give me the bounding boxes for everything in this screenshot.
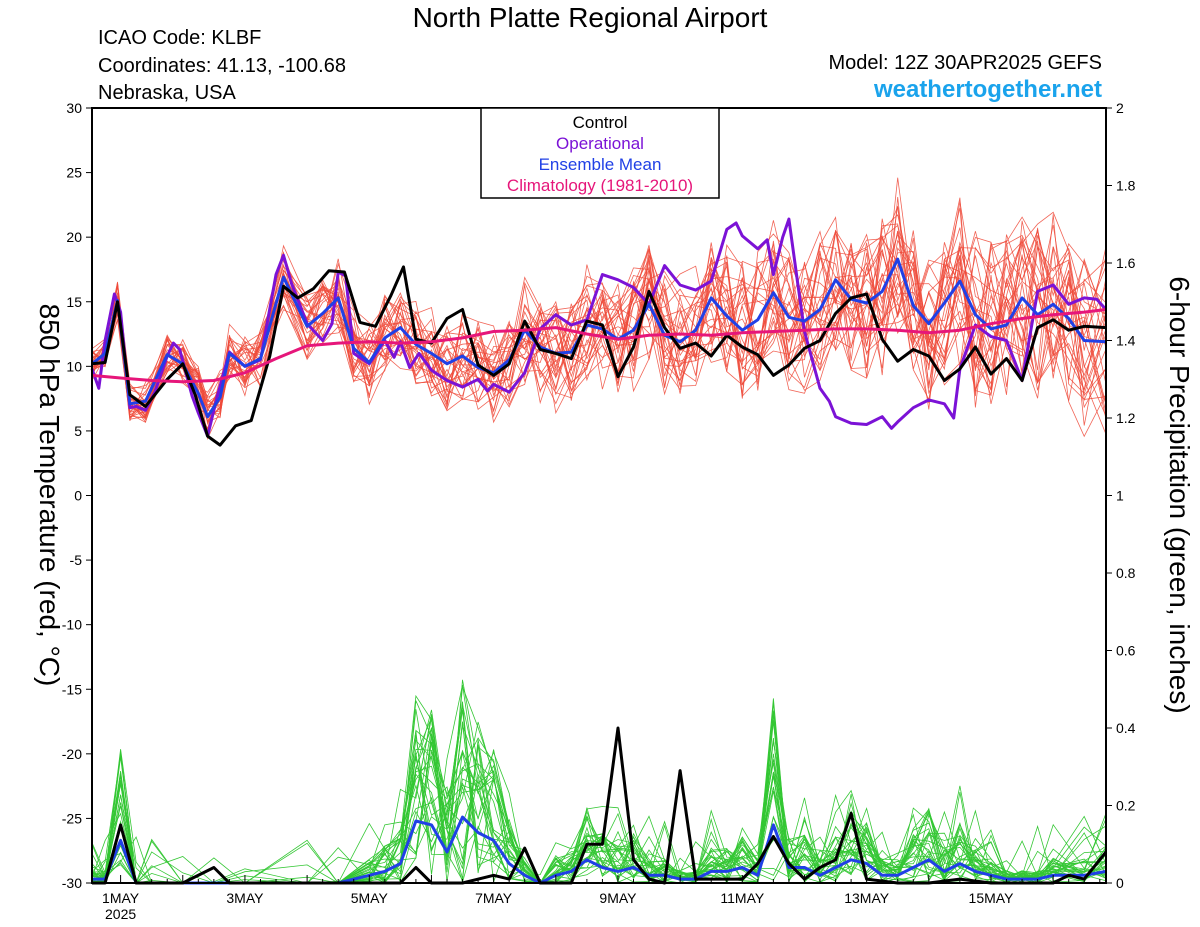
y2-tick-label: 0.8 — [1116, 565, 1136, 581]
y-tick-label: 25 — [66, 165, 82, 181]
x-tick-label: 3MAY — [226, 890, 264, 906]
y-tick-label: -25 — [62, 810, 82, 826]
y2-tick-label: 0 — [1116, 875, 1124, 891]
x-tick-label: 1MAY — [102, 890, 140, 906]
y2-tick-label: 1.4 — [1116, 333, 1136, 349]
legend-control: Control — [573, 113, 628, 132]
x-tick-label: 13MAY — [844, 890, 890, 906]
chart-title: North Platte Regional Airport — [412, 2, 768, 33]
x-tick-label: 9MAY — [599, 890, 637, 906]
y2-tick-label: 0.4 — [1116, 720, 1136, 736]
temperature-member-line — [91, 220, 1107, 421]
temperature-member-line — [91, 231, 1107, 424]
y-tick-label: -10 — [62, 617, 82, 633]
temperature-member-line — [92, 229, 1107, 416]
temperature-member-line — [91, 227, 1107, 417]
control-precip-line — [92, 726, 1108, 885]
icao-code: ICAO Code: KLBF — [98, 27, 262, 49]
y-tick-label: 30 — [66, 100, 82, 116]
precipitation-axis-label: 6-hour Precipitation (green, inches) — [1164, 276, 1195, 713]
precipitation-ensemble-members — [91, 679, 1107, 885]
temperature-member-line — [91, 242, 1107, 420]
coordinates: Coordinates: 41.13, -100.68 — [98, 55, 346, 77]
ensemble-mean-precip-line — [92, 815, 1107, 885]
temperature-axis: 30 25 20 15 10 5 0 -5 -10 -15 -20 -25 -30 — [62, 100, 92, 891]
temperature-ensemble-members — [91, 177, 1107, 440]
precipitation-member-line — [91, 721, 1107, 884]
precipitation-member-line — [91, 705, 1107, 884]
y-tick-label: 5 — [74, 423, 82, 439]
x-tick-label: 11MAY — [720, 890, 764, 906]
y2-tick-label: 1.2 — [1116, 410, 1136, 426]
precipitation-member-line — [91, 698, 1107, 884]
y2-tick-label: 2 — [1116, 100, 1124, 116]
legend-box — [480, 107, 720, 199]
temperature-member-line — [91, 196, 1107, 437]
x-tick-label: 5MAY — [351, 890, 389, 906]
y2-tick-label: 0.6 — [1116, 643, 1136, 659]
precipitation-member-line — [91, 727, 1107, 884]
y-tick-label: 15 — [66, 294, 82, 310]
operational-temp-line — [90, 217, 1108, 438]
y-tick-label: 20 — [66, 229, 82, 245]
y-tick-label: -30 — [62, 875, 82, 891]
region: Nebraska, USA — [98, 82, 236, 104]
precipitation-member-line — [91, 721, 1107, 884]
precipitation-member-line — [91, 709, 1107, 884]
temperature-member-line — [91, 235, 1107, 419]
legend: Control Operational Ensemble Mean Climat… — [480, 107, 720, 199]
y2-tick-label: 0.2 — [1116, 798, 1136, 814]
model-run: Model: 12Z 30APR2025 GEFS — [828, 52, 1102, 74]
y2-tick-label: 1.6 — [1116, 255, 1136, 271]
site-link[interactable]: weathertogether.net — [873, 76, 1102, 103]
precipitation-member-line — [91, 721, 1107, 884]
temperature-axis-label: 850 hPa Temperature (red, °C) — [34, 304, 65, 687]
y-tick-label: -5 — [70, 552, 83, 568]
x-tick-label: 15MAY — [969, 890, 1015, 906]
y-tick-label: 10 — [66, 358, 82, 374]
precipitation-member-line — [91, 727, 1107, 884]
temperature-member-line — [91, 231, 1107, 426]
legend-operational: Operational — [556, 134, 644, 153]
temperature-member-line — [91, 224, 1107, 420]
y-tick-label: -15 — [62, 681, 82, 697]
legend-climatology: Climatology (1981-2010) — [507, 176, 693, 195]
precipitation-axis: 2 1.8 1.6 1.4 1.2 1 0.8 0.6 0.4 0.2 0 — [1106, 100, 1136, 891]
plot-frame — [91, 107, 1107, 884]
precipitation-member-line — [91, 704, 1107, 884]
y-tick-label: 0 — [74, 488, 82, 504]
temperature-member-line — [91, 248, 1107, 419]
precipitation-member-line — [91, 725, 1107, 884]
x-tick-label: 7MAY — [475, 890, 513, 906]
climatology-temp-line — [91, 308, 1107, 384]
x-tick-year: 2025 — [105, 906, 136, 922]
ensemble-mean-temp-line — [91, 257, 1107, 419]
legend-ensemble-mean: Ensemble Mean — [539, 155, 662, 174]
y-tick-label: -20 — [62, 746, 82, 762]
control-temp-line — [91, 265, 1107, 447]
y2-tick-label: 1.8 — [1116, 178, 1136, 194]
y2-tick-label: 1 — [1116, 488, 1124, 504]
